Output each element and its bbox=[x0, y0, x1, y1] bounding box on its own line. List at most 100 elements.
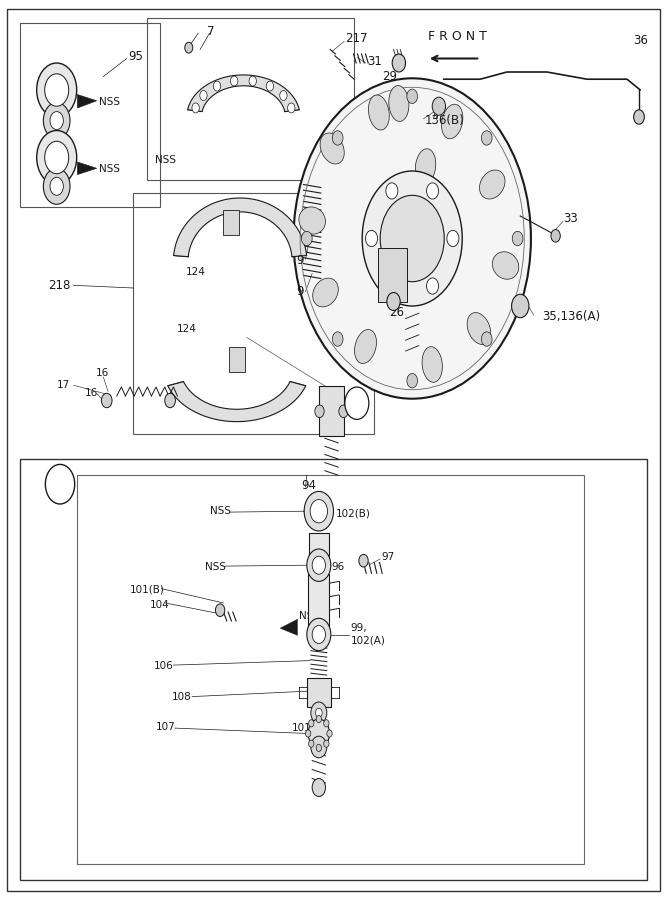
Circle shape bbox=[308, 719, 329, 748]
Ellipse shape bbox=[320, 133, 344, 164]
Text: 99,: 99, bbox=[351, 623, 368, 634]
Text: NSS: NSS bbox=[99, 96, 119, 107]
Circle shape bbox=[316, 716, 321, 723]
Ellipse shape bbox=[299, 207, 325, 234]
Text: 107: 107 bbox=[156, 722, 176, 733]
Circle shape bbox=[307, 618, 331, 651]
Circle shape bbox=[359, 554, 368, 567]
Circle shape bbox=[301, 231, 312, 246]
Circle shape bbox=[634, 110, 644, 124]
Circle shape bbox=[293, 78, 531, 399]
Bar bbox=[20, 22, 160, 207]
Text: 35,136(A): 35,136(A) bbox=[542, 310, 600, 323]
Polygon shape bbox=[168, 382, 305, 421]
Circle shape bbox=[249, 76, 256, 86]
Text: 217: 217 bbox=[346, 32, 368, 45]
Text: 16: 16 bbox=[95, 368, 109, 379]
Circle shape bbox=[315, 708, 322, 717]
Bar bbox=[307, 678, 331, 707]
Bar bbox=[77, 475, 584, 864]
Circle shape bbox=[362, 171, 462, 306]
Text: NSS: NSS bbox=[210, 506, 231, 517]
Circle shape bbox=[45, 464, 75, 504]
Text: NSS: NSS bbox=[155, 155, 176, 166]
Text: 97: 97 bbox=[382, 552, 395, 562]
Text: 9: 9 bbox=[296, 285, 303, 298]
Circle shape bbox=[311, 702, 327, 724]
Circle shape bbox=[307, 549, 331, 581]
Circle shape bbox=[45, 74, 69, 106]
Circle shape bbox=[37, 63, 77, 117]
Circle shape bbox=[323, 740, 329, 747]
Circle shape bbox=[323, 720, 329, 727]
Text: NSS: NSS bbox=[205, 562, 226, 572]
Circle shape bbox=[231, 76, 238, 86]
Circle shape bbox=[315, 405, 324, 418]
Text: 33: 33 bbox=[564, 212, 578, 225]
Circle shape bbox=[551, 230, 560, 242]
Circle shape bbox=[312, 778, 325, 796]
Text: 31: 31 bbox=[367, 55, 382, 68]
Text: NSS: NSS bbox=[99, 164, 119, 175]
Text: 101(A): 101(A) bbox=[291, 722, 326, 733]
Bar bbox=[378, 248, 407, 302]
Circle shape bbox=[279, 91, 287, 101]
Circle shape bbox=[392, 54, 406, 72]
Circle shape bbox=[366, 230, 378, 247]
Ellipse shape bbox=[368, 95, 390, 130]
Circle shape bbox=[304, 491, 334, 531]
Circle shape bbox=[339, 405, 348, 418]
Text: 36: 36 bbox=[634, 34, 648, 47]
Circle shape bbox=[266, 81, 273, 91]
Text: 16: 16 bbox=[85, 388, 98, 399]
Circle shape bbox=[432, 97, 446, 115]
Circle shape bbox=[310, 500, 327, 523]
Polygon shape bbox=[77, 162, 97, 175]
Ellipse shape bbox=[492, 252, 519, 279]
Text: F R O N T: F R O N T bbox=[428, 30, 487, 42]
Text: 101(B): 101(B) bbox=[129, 584, 164, 595]
Text: 7: 7 bbox=[207, 25, 214, 38]
Circle shape bbox=[312, 556, 325, 574]
Bar bbox=[309, 533, 329, 560]
Text: 108: 108 bbox=[172, 692, 192, 703]
Circle shape bbox=[43, 103, 70, 139]
Text: 102(A): 102(A) bbox=[351, 635, 386, 646]
Ellipse shape bbox=[467, 312, 491, 345]
Circle shape bbox=[482, 130, 492, 145]
Circle shape bbox=[327, 730, 332, 737]
Ellipse shape bbox=[480, 170, 505, 199]
Circle shape bbox=[482, 332, 492, 347]
Circle shape bbox=[427, 183, 438, 199]
Circle shape bbox=[215, 604, 225, 617]
Text: A: A bbox=[55, 478, 65, 491]
Bar bbox=[308, 574, 329, 632]
Circle shape bbox=[311, 736, 327, 758]
Ellipse shape bbox=[442, 104, 463, 139]
Circle shape bbox=[309, 740, 314, 747]
Circle shape bbox=[332, 130, 343, 145]
Circle shape bbox=[37, 130, 77, 184]
Circle shape bbox=[50, 177, 63, 195]
Polygon shape bbox=[187, 75, 299, 112]
Ellipse shape bbox=[313, 278, 338, 307]
Text: 104: 104 bbox=[150, 599, 170, 610]
Circle shape bbox=[407, 89, 418, 104]
Polygon shape bbox=[173, 198, 307, 256]
Circle shape bbox=[50, 112, 63, 130]
Circle shape bbox=[387, 292, 400, 310]
Text: 102(B): 102(B) bbox=[336, 508, 370, 518]
Bar bbox=[20, 459, 647, 880]
Text: 106: 106 bbox=[153, 661, 173, 671]
Text: NSS: NSS bbox=[299, 610, 319, 621]
Text: 26: 26 bbox=[390, 306, 404, 319]
Circle shape bbox=[407, 374, 418, 388]
Circle shape bbox=[447, 230, 459, 247]
Polygon shape bbox=[280, 619, 297, 635]
Circle shape bbox=[386, 278, 398, 294]
Circle shape bbox=[312, 626, 325, 644]
Circle shape bbox=[386, 183, 398, 199]
Circle shape bbox=[345, 387, 369, 419]
Text: 94: 94 bbox=[301, 479, 316, 491]
Text: A: A bbox=[353, 398, 361, 409]
